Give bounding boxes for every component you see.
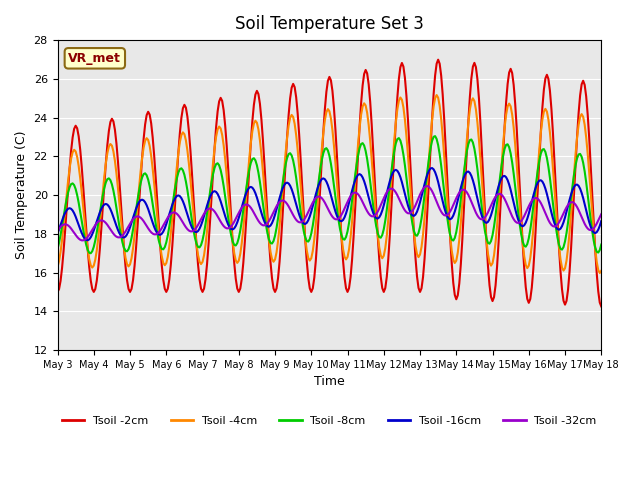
Tsoil -32cm <box>54 228 61 234</box>
Tsoil -16cm <box>84 238 92 243</box>
Title: Soil Temperature Set 3: Soil Temperature Set 3 <box>235 15 424 33</box>
Y-axis label: Soil Temperature (C): Soil Temperature (C) <box>15 131 28 259</box>
Tsoil -8cm <box>68 180 76 186</box>
Tsoil -32cm <box>365 211 372 216</box>
Tsoil -8cm <box>156 243 164 249</box>
Tsoil -8cm <box>395 135 403 141</box>
Tsoil -4cm <box>68 149 76 155</box>
Tsoil -4cm <box>155 229 163 235</box>
Tsoil -16cm <box>68 208 76 214</box>
Tsoil -16cm <box>597 218 605 224</box>
Tsoil -8cm <box>431 133 439 139</box>
Tsoil -8cm <box>383 207 390 213</box>
Tsoil -16cm <box>383 190 390 196</box>
Tsoil -2cm <box>364 71 371 76</box>
Tsoil -32cm <box>424 183 431 189</box>
Tsoil -8cm <box>597 241 605 247</box>
Tsoil -32cm <box>395 195 403 201</box>
Tsoil -2cm <box>54 289 61 295</box>
Tsoil -4cm <box>381 245 389 251</box>
Tsoil -16cm <box>534 180 541 185</box>
Tsoil -8cm <box>365 167 372 172</box>
Line: Tsoil -8cm: Tsoil -8cm <box>58 136 601 253</box>
Tsoil -4cm <box>394 106 401 112</box>
Tsoil -4cm <box>532 186 540 192</box>
Tsoil -32cm <box>79 238 87 243</box>
Tsoil -32cm <box>156 228 164 233</box>
Tsoil -2cm <box>381 285 389 291</box>
Tsoil -32cm <box>534 196 541 202</box>
Tsoil -2cm <box>155 222 163 228</box>
Tsoil -4cm <box>597 268 605 274</box>
Tsoil -4cm <box>54 264 61 270</box>
Line: Tsoil -16cm: Tsoil -16cm <box>58 168 601 240</box>
Tsoil -2cm <box>532 215 540 221</box>
Line: Tsoil -4cm: Tsoil -4cm <box>58 95 601 273</box>
Tsoil -8cm <box>54 246 61 252</box>
Tsoil -32cm <box>68 228 76 233</box>
Legend: Tsoil -2cm, Tsoil -4cm, Tsoil -8cm, Tsoil -16cm, Tsoil -32cm: Tsoil -2cm, Tsoil -4cm, Tsoil -8cm, Tsoi… <box>58 411 601 430</box>
Tsoil -32cm <box>597 211 605 217</box>
Line: Tsoil -32cm: Tsoil -32cm <box>58 186 601 240</box>
Tsoil -16cm <box>365 194 372 200</box>
Tsoil -16cm <box>54 231 61 237</box>
Tsoil -32cm <box>383 190 390 195</box>
Tsoil -2cm <box>597 303 605 309</box>
Line: Tsoil -2cm: Tsoil -2cm <box>58 60 601 306</box>
Tsoil -4cm <box>433 92 440 98</box>
Tsoil -16cm <box>395 170 403 176</box>
Tsoil -2cm <box>394 95 401 100</box>
Tsoil -16cm <box>428 165 436 171</box>
Tsoil -8cm <box>534 167 541 173</box>
Tsoil -2cm <box>435 57 442 62</box>
Tsoil -2cm <box>68 134 76 140</box>
Tsoil -4cm <box>364 110 371 116</box>
X-axis label: Time: Time <box>314 375 345 388</box>
Tsoil -4cm <box>596 270 604 276</box>
Text: VR_met: VR_met <box>68 52 121 65</box>
Tsoil -16cm <box>156 232 164 238</box>
Tsoil -8cm <box>87 251 95 256</box>
